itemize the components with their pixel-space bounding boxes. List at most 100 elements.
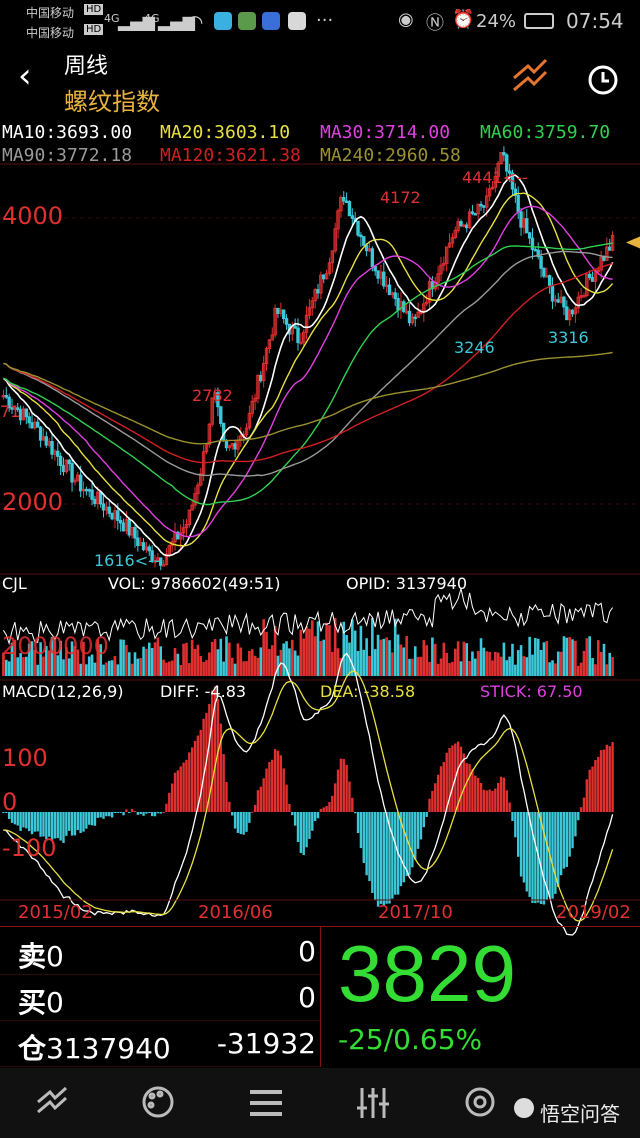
macd-stick: [190, 747, 194, 812]
volume-bar: [579, 662, 583, 676]
macd-stick: [208, 703, 211, 812]
macd-stick: [479, 782, 483, 812]
volume-bar: [30, 641, 34, 676]
macd-stick: [119, 812, 122, 813]
candle-body: [482, 205, 486, 208]
candle-body: [382, 271, 386, 287]
candle-body: [270, 334, 274, 341]
volume-bar: [96, 639, 100, 676]
volume-bar: [482, 647, 486, 676]
volume-bar: [536, 638, 540, 676]
macd-stick: [299, 812, 303, 854]
volume-bar: [442, 642, 446, 676]
macd-stick: [73, 812, 77, 836]
volume-bar: [494, 651, 497, 676]
volume-bar: [485, 651, 489, 676]
candle-body: [567, 309, 572, 321]
macd-stick: [359, 812, 363, 849]
macd-stick: [594, 760, 597, 812]
macd-stick: [162, 811, 165, 813]
candle-body: [467, 211, 472, 229]
macd-stick: [608, 746, 611, 812]
volume-bar: [27, 643, 31, 676]
macd-stick: [2, 812, 5, 813]
volume-bar: [233, 663, 237, 676]
macd-stick: [5, 812, 8, 813]
macd-stick: [193, 740, 197, 812]
candle-body: [193, 493, 197, 506]
volume-bar: [47, 650, 51, 676]
candle-body: [101, 503, 106, 511]
volume-bar: [373, 649, 377, 676]
volume-bar: [519, 645, 523, 676]
volume-bar: [190, 639, 194, 676]
volume-chart[interactable]: [0, 573, 640, 678]
candle-body: [190, 504, 194, 511]
macd-stick: [102, 812, 105, 819]
candle-body: [596, 269, 600, 272]
candle-body: [439, 264, 443, 275]
macd-stick: [19, 812, 22, 831]
menu-icon[interactable]: [250, 1090, 282, 1116]
sliders-icon[interactable]: [357, 1088, 389, 1118]
sell-value: 0: [46, 940, 64, 973]
volume-bar: [79, 663, 82, 676]
macd-chart[interactable]: [0, 652, 640, 936]
candle-body: [296, 327, 300, 344]
macd-stick: [471, 769, 474, 812]
volume-bar: [228, 642, 231, 676]
palette-icon[interactable]: [142, 1086, 174, 1118]
candle-body: [510, 172, 515, 190]
carrier-2: 中国移动: [26, 26, 75, 40]
volume-bar: [416, 656, 420, 676]
candle-body: [387, 284, 392, 296]
macd-stick: [59, 812, 62, 841]
volume-bar: [594, 664, 597, 676]
volume-bar: [471, 651, 474, 676]
volume-bar: [219, 638, 223, 676]
signal-bars-icon: ▂▄▆: [118, 12, 155, 31]
candle-body: [496, 162, 500, 177]
macd-stick: [319, 808, 323, 812]
volume-bar: [2, 652, 5, 676]
trend-chart-icon[interactable]: [37, 1086, 68, 1114]
candle-body: [424, 301, 429, 305]
macd-dea-line: [3, 670, 614, 922]
volume-bar: [325, 622, 328, 676]
sell-label: 卖0: [18, 940, 64, 973]
macd-stick: [99, 812, 102, 818]
volume-bar: [362, 649, 366, 676]
candle-body: [233, 443, 237, 450]
candle-body: [493, 175, 498, 188]
volume-bar: [25, 656, 28, 676]
position-value: 3137940: [46, 1032, 171, 1065]
macd-stick: [588, 769, 591, 812]
ma90-line: [3, 250, 613, 477]
volume-bar: [288, 648, 291, 676]
volume-bar: [351, 619, 354, 676]
back-arrow-icon[interactable]: ‹: [18, 56, 32, 96]
candle-body: [7, 396, 11, 409]
volume-bar: [310, 620, 314, 676]
volume-bar: [13, 639, 17, 676]
volume-bar: [488, 651, 491, 676]
volume-bar: [476, 651, 480, 676]
settings-gear-icon[interactable]: [465, 1087, 495, 1117]
macd-stick: [391, 812, 394, 899]
volume-bar: [345, 635, 348, 676]
candle-body: [27, 416, 31, 424]
volume-bar: [562, 636, 566, 676]
ma30-label: MA30:3714.00: [320, 122, 451, 143]
candle-body: [370, 248, 375, 268]
volume-bar: [253, 655, 257, 676]
macd-stick: [93, 812, 97, 826]
candle-body: [30, 422, 34, 429]
price-chart[interactable]: [0, 146, 640, 572]
macd-stick: [105, 812, 108, 817]
chart-switch-icon[interactable]: [513, 58, 548, 92]
macd-stick: [474, 775, 477, 812]
history-clock-icon[interactable]: [588, 65, 618, 95]
volume-bar: [176, 653, 180, 676]
candle-body: [530, 237, 535, 250]
volume-bar: [250, 649, 254, 676]
